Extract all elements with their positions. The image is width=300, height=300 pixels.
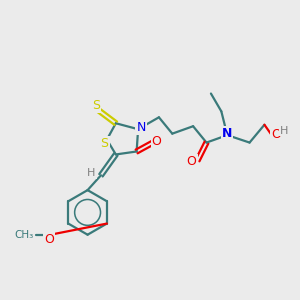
Text: O: O [44, 233, 54, 246]
Text: N: N [136, 121, 146, 134]
Text: H: H [87, 168, 96, 178]
Text: N: N [222, 127, 232, 140]
Text: S: S [100, 137, 109, 150]
Text: O: O [152, 135, 161, 148]
Text: S: S [92, 99, 101, 112]
Text: H: H [280, 126, 288, 136]
Text: CH₃: CH₃ [14, 230, 33, 240]
Text: O: O [187, 155, 196, 168]
Text: O: O [272, 128, 281, 141]
